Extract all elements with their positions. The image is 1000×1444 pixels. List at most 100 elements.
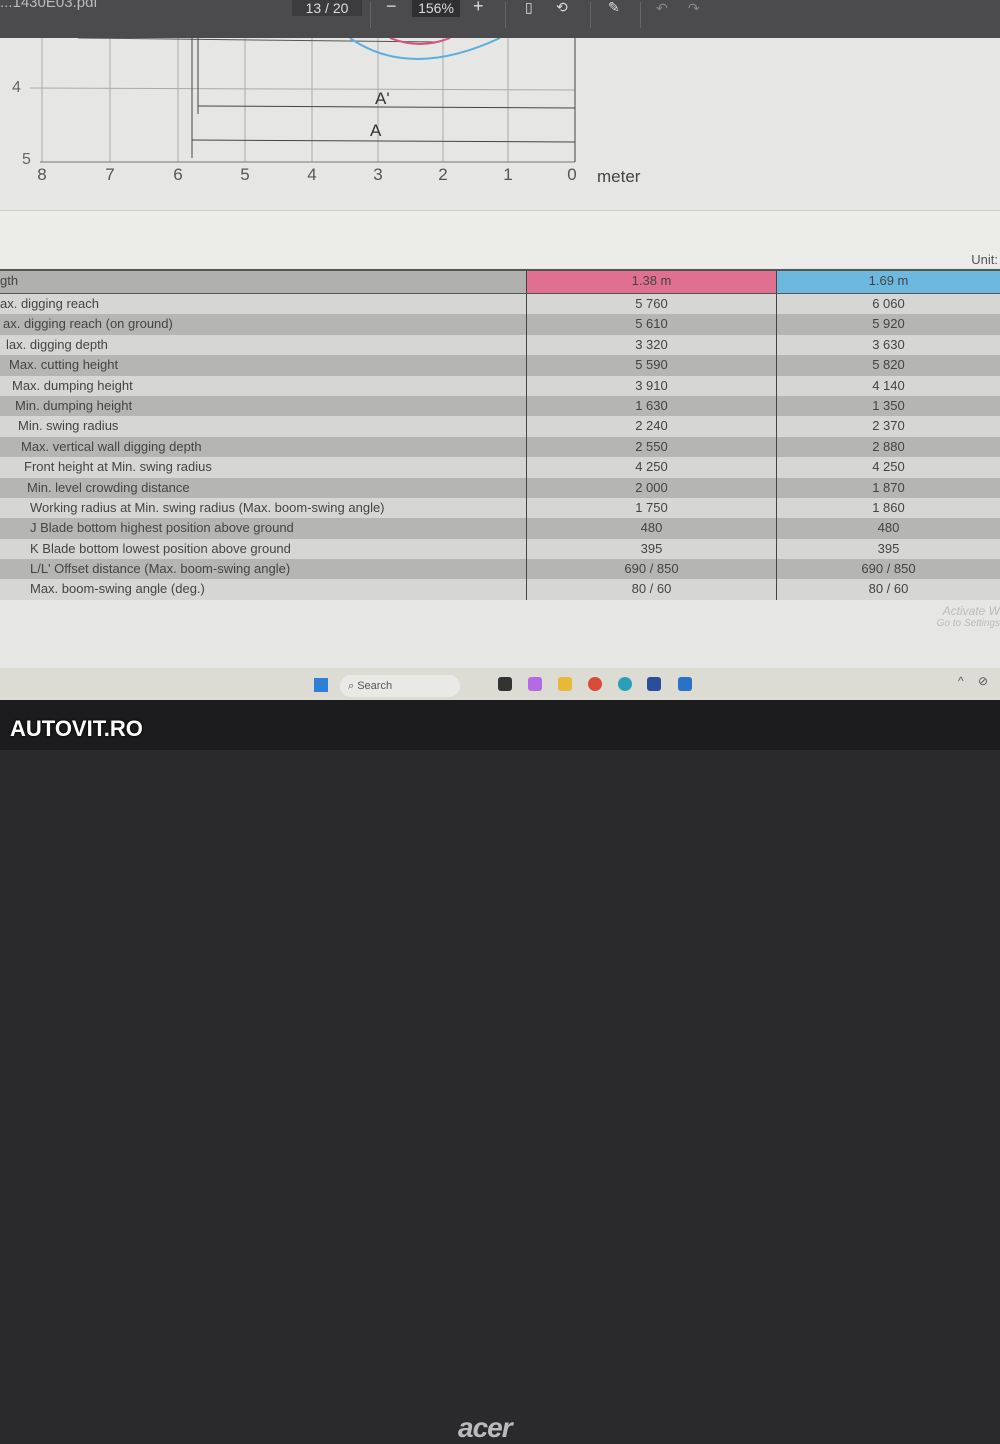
page-number-input[interactable]: 13 / 20 bbox=[292, 0, 362, 16]
y-tick: 4 bbox=[12, 79, 21, 96]
network-icon[interactable]: ⊘ bbox=[978, 674, 989, 688]
value-arm-1-38: 5 760 bbox=[527, 294, 777, 315]
table-row: Front height at Min. swing radius 4 250 4 … bbox=[0, 457, 1000, 478]
page-total: / 20 bbox=[325, 0, 349, 16]
value-arm-1-38: 395 bbox=[527, 538, 777, 560]
redo-icon[interactable]: ↷ bbox=[688, 0, 700, 16]
zoom-in-button[interactable]: + bbox=[473, 0, 484, 16]
value-arm-1-69: 2 370 bbox=[872, 418, 905, 434]
value-arm-1-69: 2 880 bbox=[872, 438, 905, 454]
value-arm-1-38: 4 250 bbox=[527, 457, 777, 478]
table-row: Max. cutting height 5 590 5 820 bbox=[0, 355, 1000, 376]
value-arm-1-38: 80 / 60 bbox=[527, 579, 777, 600]
row-label: L/L' Offset distance (Max. boom-swing an… bbox=[0, 559, 527, 580]
header-arm-1-69: 1.69 m bbox=[777, 271, 1000, 293]
row-label: ax. digging reach (on ground) bbox=[0, 314, 527, 335]
header-arm-1-38: 1.38 m bbox=[527, 271, 777, 293]
row-label: ax. digging reach bbox=[0, 294, 527, 315]
value-arm-1-69: 6 060 bbox=[872, 296, 905, 311]
grid-lines bbox=[29, 38, 576, 162]
table-row: Max. boom-swing angle (deg.) 80 / 60 80 / … bbox=[0, 579, 1000, 600]
row-label: J Blade bottom highest position above gr… bbox=[0, 518, 527, 539]
working-range-diagram: A' A 4 5 8 7 6 5 4 3 2 1 0 meter bbox=[12, 38, 641, 186]
chrome-icon[interactable] bbox=[588, 677, 602, 691]
zoom-level[interactable]: 156% bbox=[412, 0, 460, 17]
value-arm-1-38: 2 550 bbox=[527, 436, 777, 458]
dim-label: A bbox=[370, 121, 382, 140]
zoom-out-button[interactable]: − bbox=[386, 0, 397, 16]
value-arm-1-69: 1 350 bbox=[872, 397, 905, 413]
laptop-bezel: acer bbox=[0, 700, 1000, 1443]
row-label: lax. digging depth bbox=[0, 334, 527, 356]
value-arm-1-69: 4 140 bbox=[872, 377, 905, 393]
rotate-icon[interactable]: ⟲ bbox=[556, 0, 568, 15]
taskbar: ⌕ Search ^ ⊘ bbox=[0, 668, 1000, 700]
copilot-icon[interactable] bbox=[528, 677, 542, 691]
value-arm-1-69: 80 / 60 bbox=[868, 581, 909, 597]
pdf-toolbar: ...1430E03.pdf 13 / 20 − 156% + ▯ ⟲ ✎ ↶ … bbox=[0, 0, 1000, 40]
spec-table: gth 1.38 m 1.69 m ax. digging reach 5 760… bbox=[0, 269, 1000, 600]
value-arm-1-38: 2 000 bbox=[527, 477, 777, 498]
taskbar-search[interactable]: ⌕ Search bbox=[340, 675, 460, 697]
value-arm-1-69: 1 860 bbox=[872, 499, 905, 515]
table-row: K Blade bottom lowest position above gro… bbox=[0, 538, 1000, 560]
x-tick: 3 bbox=[373, 165, 382, 184]
row-label: Min. level crowding distance bbox=[0, 477, 527, 498]
search-placeholder: Search bbox=[357, 680, 393, 692]
dimension-a-prime bbox=[197, 105, 576, 109]
value-arm-1-69: 690 / 850 bbox=[861, 561, 916, 577]
activate-windows-watermark: Activate W Go to Settings bbox=[936, 604, 1000, 629]
row-label: Min. swing radius bbox=[0, 416, 527, 437]
row-label: Working radius at Min. swing radius (Max… bbox=[0, 497, 527, 519]
x-tick: 7 bbox=[105, 165, 114, 184]
tray-chevron-icon[interactable]: ^ bbox=[958, 674, 964, 688]
header-label: gth bbox=[0, 271, 527, 293]
table-row: J Blade bottom highest position above gr… bbox=[0, 518, 1000, 539]
photo-watermark: AUTOVIT.RO bbox=[10, 716, 143, 741]
value-arm-1-38: 5 590 bbox=[527, 355, 777, 376]
x-tick: 6 bbox=[173, 165, 182, 184]
arm-short-curve bbox=[389, 38, 451, 45]
table-row: Max. dumping height 3 910 4 140 bbox=[0, 375, 1000, 396]
unit-label: Unit: bbox=[971, 252, 998, 267]
table-row: L/L' Offset distance (Max. boom-swing an… bbox=[0, 559, 1000, 580]
value-arm-1-69: 5 820 bbox=[872, 357, 905, 373]
file-explorer-icon[interactable] bbox=[558, 677, 572, 691]
x-tick: 1 bbox=[503, 165, 512, 184]
store-icon[interactable] bbox=[647, 677, 661, 691]
row-label: Max. dumping height bbox=[0, 375, 527, 396]
table-row: Max. vertical wall digging depth 2 550 2 8… bbox=[0, 436, 1000, 458]
table-row: Working radius at Min. swing radius (Max… bbox=[0, 497, 1000, 519]
table-row: Min. level crowding distance 2 000 1 870 bbox=[0, 477, 1000, 498]
value-arm-1-38: 1 750 bbox=[527, 497, 777, 519]
value-arm-1-38: 5 610 bbox=[527, 314, 777, 335]
x-tick: 4 bbox=[307, 165, 316, 184]
row-label: Min. dumping height bbox=[0, 395, 527, 417]
windows-start-icon[interactable] bbox=[314, 678, 328, 692]
table-row: ax. digging reach 5 760 6 060 bbox=[0, 294, 1000, 315]
value-arm-1-38: 2 240 bbox=[527, 416, 777, 437]
value-arm-1-69: 3 630 bbox=[872, 336, 905, 352]
value-arm-1-38: 3 910 bbox=[527, 375, 777, 396]
dimension-a bbox=[191, 139, 576, 143]
table-row: Min. swing radius 2 240 2 370 bbox=[0, 416, 1000, 437]
value-arm-1-38: 3 320 bbox=[527, 334, 777, 356]
page-view-icon[interactable]: ▯ bbox=[525, 0, 533, 15]
value-arm-1-69: 395 bbox=[877, 540, 900, 556]
file-name: ...1430E03.pdf bbox=[0, 0, 98, 11]
value-arm-1-38: 690 / 850 bbox=[527, 559, 777, 580]
value-arm-1-69: 5 920 bbox=[872, 316, 905, 332]
table-header: gth 1.38 m 1.69 m bbox=[0, 271, 1000, 294]
arm-long-curve bbox=[349, 38, 501, 60]
row-label: Max. cutting height bbox=[0, 355, 527, 376]
task-view-icon[interactable] bbox=[498, 677, 512, 691]
boom-line bbox=[77, 38, 441, 43]
undo-icon[interactable]: ↶ bbox=[656, 0, 668, 16]
edge-icon[interactable] bbox=[618, 677, 632, 691]
acer-logo: acer bbox=[458, 1412, 513, 1443]
value-arm-1-69: 4 250 bbox=[872, 459, 905, 475]
draw-icon[interactable]: ✎ bbox=[608, 0, 620, 15]
outlook-icon[interactable] bbox=[678, 677, 692, 691]
row-label: K Blade bottom lowest position above gro… bbox=[0, 538, 527, 560]
table-row: Min. dumping height 1 630 1 350 bbox=[0, 395, 1000, 417]
